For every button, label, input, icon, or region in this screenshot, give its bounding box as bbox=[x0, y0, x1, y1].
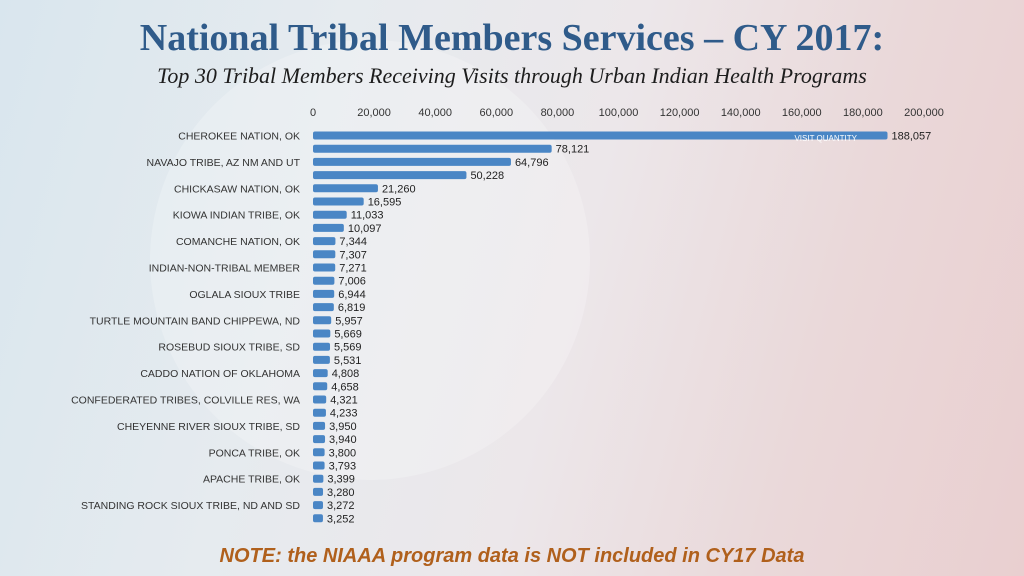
bar-value-label: 3,950 bbox=[329, 421, 357, 433]
bar-value-label: 3,940 bbox=[329, 434, 357, 446]
x-tick-label: 120,000 bbox=[660, 107, 700, 119]
bar bbox=[313, 369, 328, 378]
bar bbox=[313, 408, 326, 417]
legend-label: VISIT QUANTITY bbox=[794, 134, 857, 143]
bar bbox=[313, 223, 344, 232]
bar bbox=[313, 435, 326, 444]
x-tick-label: 180,000 bbox=[843, 107, 883, 119]
bar-value-label: 50,228 bbox=[470, 170, 504, 182]
bar-value-label: 11,033 bbox=[351, 210, 384, 222]
category-label: CHEROKEE NATION, OK bbox=[178, 131, 300, 143]
category-label: KIOWA INDIAN TRIBE, OK bbox=[173, 210, 300, 222]
bar bbox=[313, 263, 336, 272]
bar bbox=[313, 514, 323, 523]
x-tick-label: 100,000 bbox=[599, 107, 639, 119]
bar bbox=[313, 421, 326, 430]
bar bbox=[313, 448, 325, 457]
bar bbox=[313, 461, 325, 470]
bar bbox=[313, 276, 335, 285]
footnote: NOTE: the NIAAA program data is NOT incl… bbox=[219, 545, 805, 567]
bar bbox=[313, 487, 324, 496]
background-logo-watermark bbox=[150, 40, 590, 480]
bar bbox=[313, 131, 888, 140]
bar bbox=[313, 501, 323, 510]
bar-value-label: 7,344 bbox=[339, 236, 367, 248]
bar-value-label: 7,006 bbox=[338, 276, 366, 288]
category-label: CADDO NATION OF OKLAHOMA bbox=[140, 368, 300, 380]
x-tick-label: 200,000 bbox=[904, 107, 944, 119]
bar bbox=[313, 237, 336, 246]
category-label: APACHE TRIBE, OK bbox=[203, 474, 300, 486]
category-label: PONCA TRIBE, OK bbox=[209, 447, 300, 459]
bar-value-label: 10,097 bbox=[348, 223, 382, 235]
bar bbox=[313, 303, 334, 312]
bar bbox=[313, 157, 511, 166]
x-tick-label: 0 bbox=[310, 107, 316, 119]
category-label: INDIAN-NON-TRIBAL MEMBER bbox=[149, 263, 301, 275]
x-tick-label: 80,000 bbox=[541, 107, 575, 119]
bar bbox=[313, 250, 336, 259]
bar-value-label: 4,321 bbox=[330, 395, 358, 407]
x-tick-label: 60,000 bbox=[479, 107, 513, 119]
bar-value-label: 3,272 bbox=[327, 500, 355, 512]
bar-value-label: 78,121 bbox=[556, 144, 590, 156]
bar bbox=[313, 355, 330, 364]
x-tick-label: 140,000 bbox=[721, 107, 761, 119]
bar-value-label: 3,252 bbox=[327, 513, 355, 525]
bar bbox=[313, 144, 552, 153]
x-tick-label: 20,000 bbox=[357, 107, 391, 119]
page-subtitle: Top 30 Tribal Members Receiving Visits t… bbox=[157, 63, 867, 88]
bar-value-label: 3,399 bbox=[327, 474, 355, 486]
bar-value-label: 21,260 bbox=[382, 183, 416, 195]
bar bbox=[313, 316, 332, 325]
bar-value-label: 3,280 bbox=[327, 487, 355, 499]
category-label: CONFEDERATED TRIBES, COLVILLE RES, WA bbox=[71, 395, 300, 407]
bar-value-label: 6,819 bbox=[338, 302, 366, 314]
bar-value-label: 4,658 bbox=[331, 381, 359, 393]
bar-value-label: 16,595 bbox=[368, 197, 402, 209]
category-label: STANDING ROCK SIOUX TRIBE, ND AND SD bbox=[81, 500, 300, 512]
bar-value-label: 3,800 bbox=[329, 447, 357, 459]
bar bbox=[313, 382, 328, 391]
bar bbox=[313, 289, 335, 298]
bar bbox=[313, 329, 331, 338]
category-label: COMANCHE NATION, OK bbox=[176, 236, 300, 248]
bar-value-label: 4,233 bbox=[330, 408, 358, 420]
bar-value-label: 3,793 bbox=[329, 461, 357, 473]
bar bbox=[313, 171, 467, 180]
bar-value-label: 5,669 bbox=[334, 329, 362, 341]
bar bbox=[313, 197, 364, 206]
category-label: ROSEBUD SIOUX TRIBE, SD bbox=[158, 342, 300, 354]
bar-value-label: 64,796 bbox=[515, 157, 549, 169]
bar-value-label: 188,057 bbox=[892, 131, 932, 143]
category-label: TURTLE MOUNTAIN BAND CHIPPEWA, ND bbox=[90, 315, 301, 327]
x-tick-label: 40,000 bbox=[418, 107, 452, 119]
category-label: CHEYENNE RIVER SIOUX TRIBE, SD bbox=[117, 421, 300, 433]
bar bbox=[313, 474, 324, 483]
bar-value-label: 7,307 bbox=[339, 249, 367, 261]
x-tick-label: 160,000 bbox=[782, 107, 822, 119]
bar-value-label: 7,271 bbox=[339, 263, 367, 275]
bar-value-label: 5,531 bbox=[334, 355, 362, 367]
page-title: National Tribal Members Services – CY 20… bbox=[139, 17, 885, 59]
bar-value-label: 4,808 bbox=[332, 368, 360, 380]
category-label: OGLALA SIOUX TRIBE bbox=[189, 289, 300, 301]
bar-value-label: 5,957 bbox=[335, 315, 363, 327]
category-label: NAVAJO TRIBE, AZ NM AND UT bbox=[147, 157, 301, 169]
bar bbox=[313, 395, 327, 404]
category-label: CHICKASAW NATION, OK bbox=[174, 183, 300, 195]
bar bbox=[313, 184, 378, 193]
bar bbox=[313, 210, 347, 219]
bar-value-label: 6,944 bbox=[338, 289, 366, 301]
bar-value-label: 5,569 bbox=[334, 342, 362, 354]
bar bbox=[313, 342, 331, 351]
